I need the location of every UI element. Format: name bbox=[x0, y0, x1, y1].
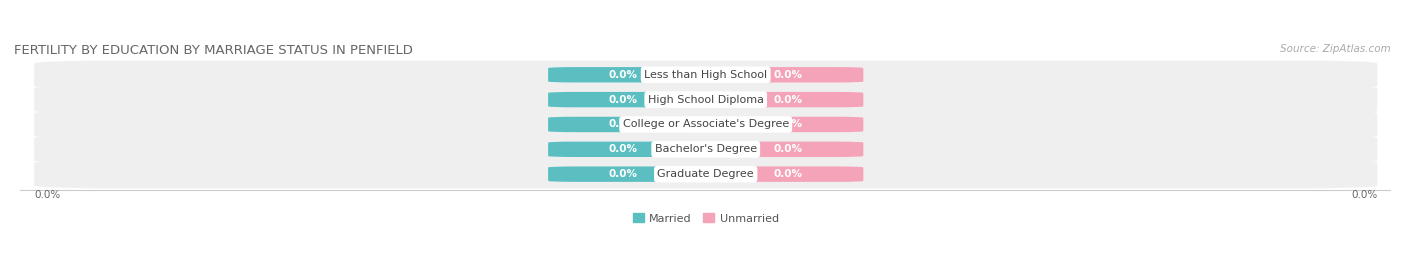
Text: 0.0%: 0.0% bbox=[773, 169, 803, 179]
FancyBboxPatch shape bbox=[548, 117, 699, 132]
Text: 0.0%: 0.0% bbox=[609, 70, 638, 80]
Text: High School Diploma: High School Diploma bbox=[648, 94, 763, 104]
Text: 0.0%: 0.0% bbox=[773, 70, 803, 80]
Text: 0.0%: 0.0% bbox=[609, 169, 638, 179]
Text: 0.0%: 0.0% bbox=[609, 119, 638, 130]
Text: College or Associate's Degree: College or Associate's Degree bbox=[623, 119, 789, 130]
FancyBboxPatch shape bbox=[34, 60, 1378, 89]
FancyBboxPatch shape bbox=[713, 117, 863, 132]
Text: 0.0%: 0.0% bbox=[1351, 190, 1378, 200]
Text: 0.0%: 0.0% bbox=[609, 94, 638, 104]
FancyBboxPatch shape bbox=[34, 110, 1378, 139]
Text: 0.0%: 0.0% bbox=[773, 144, 803, 154]
FancyBboxPatch shape bbox=[548, 67, 699, 82]
Text: Bachelor's Degree: Bachelor's Degree bbox=[655, 144, 756, 154]
FancyBboxPatch shape bbox=[548, 141, 699, 157]
FancyBboxPatch shape bbox=[34, 160, 1378, 188]
FancyBboxPatch shape bbox=[34, 135, 1378, 163]
Text: Graduate Degree: Graduate Degree bbox=[658, 169, 754, 179]
FancyBboxPatch shape bbox=[548, 166, 699, 182]
Legend: Married, Unmarried: Married, Unmarried bbox=[633, 213, 779, 224]
FancyBboxPatch shape bbox=[713, 166, 863, 182]
Text: FERTILITY BY EDUCATION BY MARRIAGE STATUS IN PENFIELD: FERTILITY BY EDUCATION BY MARRIAGE STATU… bbox=[14, 44, 412, 57]
Text: 0.0%: 0.0% bbox=[773, 119, 803, 130]
FancyBboxPatch shape bbox=[713, 67, 863, 82]
Text: 0.0%: 0.0% bbox=[773, 94, 803, 104]
FancyBboxPatch shape bbox=[34, 85, 1378, 114]
Text: 0.0%: 0.0% bbox=[34, 190, 60, 200]
Text: 0.0%: 0.0% bbox=[609, 144, 638, 154]
FancyBboxPatch shape bbox=[713, 141, 863, 157]
Text: Less than High School: Less than High School bbox=[644, 70, 768, 80]
FancyBboxPatch shape bbox=[713, 92, 863, 107]
FancyBboxPatch shape bbox=[548, 92, 699, 107]
Text: Source: ZipAtlas.com: Source: ZipAtlas.com bbox=[1281, 44, 1391, 54]
